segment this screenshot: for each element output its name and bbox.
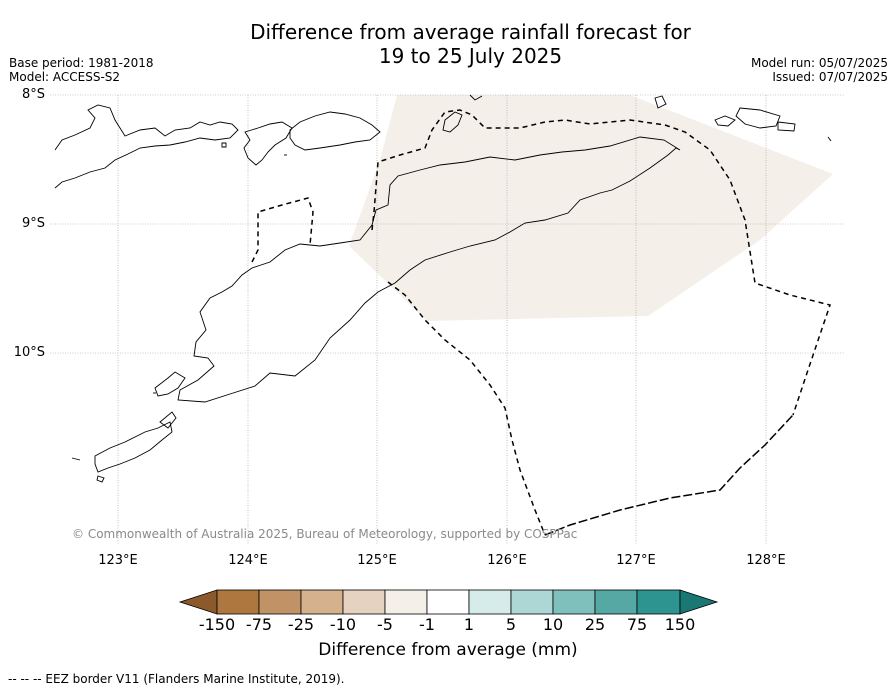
colorbar-label: 1 [463, 615, 475, 634]
colorbar-swatch-5 [384, 589, 428, 615]
colorbar-swatch-9 [552, 589, 596, 615]
wetar-coastline [289, 111, 381, 151]
timor-coastline [177, 136, 681, 403]
colorbar-swatch-1 [216, 589, 260, 615]
copyright-notice: © Commonwealth of Australia 2025, Bureau… [72, 527, 578, 541]
colorbar-extend-high [679, 589, 719, 615]
island-east-5 [827, 136, 832, 142]
colorbar-swatch-8 [510, 589, 554, 615]
model-name: Model: ACCESS-S2 [9, 70, 121, 84]
lon-label-125e: 125°E [357, 553, 397, 568]
colorbar-label: 75 [626, 615, 648, 634]
eez-borders [251, 109, 831, 536]
colorbar-label: 25 [584, 615, 606, 634]
graticule [50, 94, 845, 545]
colorbar-swatch-7 [468, 589, 512, 615]
lon-label-127e: 127°E [616, 553, 656, 568]
colorbar-swatch-2 [258, 589, 302, 615]
small-islet-1 [221, 142, 227, 148]
small-island-sw [96, 475, 105, 483]
colorbar-label: -150 [198, 615, 236, 634]
colorbar-swatch-10 [594, 589, 638, 615]
colorbar-label: -1 [419, 615, 435, 634]
eez-border-oecusse [251, 197, 314, 263]
coastlines [54, 94, 832, 483]
atauro-coastline [442, 111, 463, 133]
kisar-coastline [469, 94, 483, 101]
lon-label-126e: 126°E [487, 553, 527, 568]
colorbar-swatch-6 [426, 589, 470, 615]
eez-border-north [371, 109, 831, 416]
map-title: Difference from average rainfall forecas… [0, 20, 896, 68]
rainfall-anomaly-region [349, 95, 833, 321]
colorbar-swatch-11 [636, 589, 681, 615]
lon-label-123e: 123°E [98, 553, 138, 568]
rote-coastline [154, 371, 186, 397]
eez-border-southeast [544, 414, 794, 536]
colorbar-label: -75 [245, 615, 273, 634]
title-line-2: 19 to 25 July 2025 [378, 44, 563, 68]
base-period: Base period: 1981-2018 [9, 56, 154, 70]
title-line-1: Difference from average rainfall forecas… [250, 20, 691, 44]
lat-label-10s: 10°S [13, 345, 45, 360]
colorbar-swatch-3 [300, 589, 344, 615]
alor-coastline [54, 104, 239, 189]
sawu-coastline [159, 411, 177, 429]
pantar-coastline [243, 121, 293, 166]
lat-label-9s: 9°S [21, 216, 45, 231]
colorbar-label: -10 [329, 615, 357, 634]
model-run: Model run: 05/07/2025 [750, 56, 888, 70]
colorbar-title: Difference from average (mm) [318, 640, 578, 660]
eez-footnote: -- -- -- EEZ border V11 (Flanders Marine… [8, 672, 345, 686]
island-east-2 [714, 115, 736, 127]
sumba-coastline [71, 421, 173, 473]
island-east-3 [735, 107, 781, 129]
island-east-4 [777, 121, 796, 132]
issued-date: Issued: 07/07/2025 [772, 70, 888, 84]
island-east-1 [654, 95, 667, 109]
colorbar-swatch-4 [342, 589, 386, 615]
lon-label-128e: 128°E [746, 553, 786, 568]
colorbar-extend-low [178, 589, 218, 615]
colorbar-label: -5 [377, 615, 393, 634]
lat-label-8s: 8°S [21, 87, 45, 102]
colorbar-label: 10 [542, 615, 564, 634]
colorbar-label: -25 [287, 615, 315, 634]
colorbar-label: 5 [505, 615, 517, 634]
lon-label-124e: 124°E [228, 553, 268, 568]
colorbar-label: 150 [664, 615, 696, 634]
eez-border-south [387, 281, 546, 536]
colorbar [178, 589, 719, 615]
